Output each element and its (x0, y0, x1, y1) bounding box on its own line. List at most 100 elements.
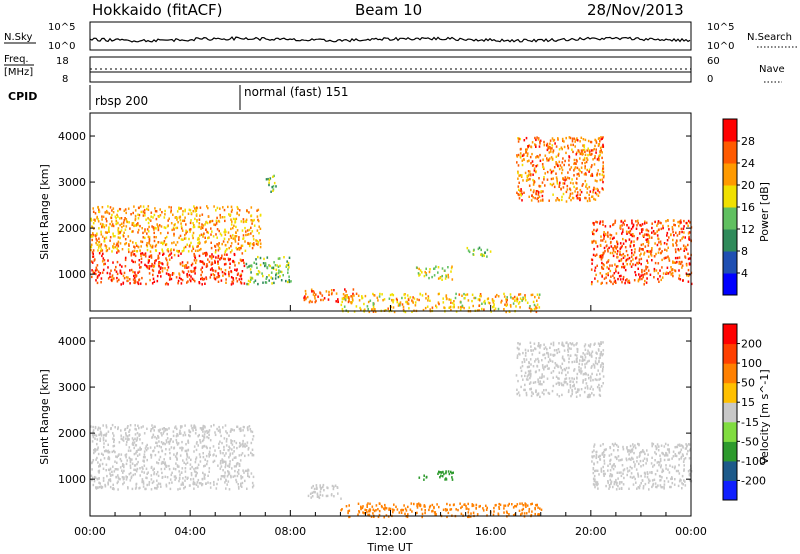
data-cell (567, 345, 569, 348)
data-cell (92, 210, 95, 213)
data-cell (194, 261, 197, 265)
data-cell (609, 446, 612, 450)
data-cell (688, 457, 691, 460)
data-cell (528, 306, 531, 310)
data-cell (275, 268, 278, 271)
data-cell (241, 252, 244, 255)
data-cell (181, 213, 184, 216)
data-cell (486, 506, 488, 510)
data-cell (158, 445, 161, 448)
data-cell (635, 481, 637, 484)
data-cell (565, 178, 568, 181)
data-cell (105, 249, 108, 253)
data-cell (138, 270, 141, 273)
data-cell (208, 450, 211, 453)
data-cell (563, 344, 565, 348)
data-cell (683, 225, 685, 228)
data-cell (541, 373, 543, 376)
data-cell (145, 448, 148, 452)
data-cell (602, 465, 604, 469)
data-cell (562, 384, 565, 387)
data-cell (207, 481, 209, 484)
data-cell (409, 508, 412, 511)
data-cell (388, 297, 391, 300)
data-cell (383, 298, 386, 301)
data-cell (517, 164, 520, 167)
data-cell (639, 275, 641, 279)
data-cell (156, 487, 158, 490)
data-cell (141, 227, 143, 230)
data-cell (216, 206, 219, 210)
data-cell (675, 239, 678, 242)
data-cell (591, 149, 594, 152)
data-cell (608, 454, 611, 457)
data-cell (531, 164, 534, 167)
data-cell (498, 507, 501, 510)
velocity-colorbar-label: Velocity [m s^-1] (758, 369, 771, 464)
data-cell (152, 265, 155, 268)
data-cell (634, 248, 636, 251)
data-cell (599, 454, 601, 458)
data-cell (609, 279, 611, 282)
data-cell (549, 168, 552, 172)
data-cell (307, 494, 310, 498)
data-cell (567, 354, 569, 357)
data-cell (588, 151, 591, 154)
data-cell (271, 277, 274, 280)
data-cell (600, 149, 602, 152)
data-cell (551, 157, 554, 160)
data-cell (536, 293, 539, 296)
data-cell (155, 217, 158, 221)
data-cell (603, 474, 605, 477)
data-cell (606, 266, 608, 269)
data-cell (115, 217, 117, 220)
data-cell (117, 480, 119, 483)
data-cell (591, 230, 594, 234)
data-cell (524, 383, 526, 387)
nsearch-label: N.Search (747, 32, 792, 43)
data-cell (596, 187, 598, 191)
data-cell (683, 479, 685, 482)
colorbar-tick-label: 24 (741, 157, 755, 170)
data-cell (534, 360, 536, 363)
data-cell (431, 306, 434, 309)
data-cell (230, 441, 232, 445)
data-cell (107, 451, 110, 454)
data-cell (96, 438, 99, 441)
data-cell (543, 167, 545, 170)
data-cell (321, 494, 324, 497)
data-cell (535, 358, 537, 361)
data-cell (117, 488, 119, 491)
data-cell (603, 233, 605, 236)
data-cell (576, 191, 579, 194)
data-cell (618, 275, 621, 278)
data-cell (529, 370, 531, 373)
data-cell (406, 515, 409, 519)
data-cell (212, 460, 215, 464)
data-cell (151, 225, 153, 228)
data-cell (688, 231, 691, 234)
data-cell (494, 295, 497, 298)
data-cell (212, 269, 215, 272)
data-cell (202, 233, 205, 237)
data-cell (674, 269, 677, 273)
data-cell (116, 251, 118, 254)
data-cell (597, 169, 599, 172)
data-cell (424, 505, 426, 508)
data-cell (149, 219, 152, 222)
data-cell (277, 271, 280, 275)
data-cell (448, 306, 450, 309)
data-cell (310, 486, 313, 489)
data-cell (592, 253, 595, 257)
data-cell (592, 158, 594, 161)
data-cell (99, 272, 102, 275)
data-cell (583, 173, 586, 176)
data-cell (102, 225, 104, 228)
data-cell (532, 196, 534, 199)
data-cell (438, 505, 440, 509)
data-cell (596, 174, 598, 177)
data-cell (248, 228, 251, 232)
data-cell (371, 308, 373, 311)
data-cell (202, 427, 204, 430)
data-cell (118, 441, 121, 444)
